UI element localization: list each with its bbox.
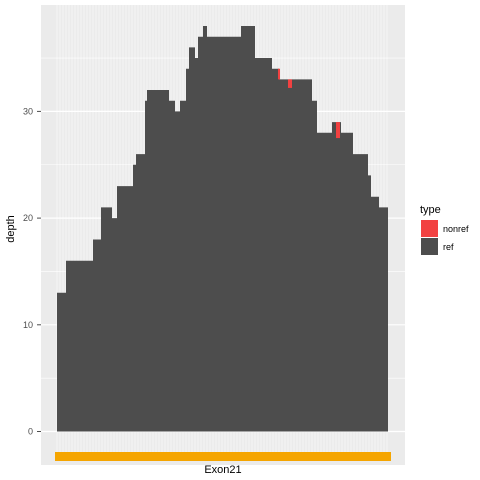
ref-area [57,26,388,432]
main-panel: 0 10 20 30 depth [5,5,405,452]
nonref-band [278,68,280,80]
nonref-band [288,79,292,88]
y-tick-label: 20 [23,213,33,223]
track-panel: Exon21 [41,452,405,476]
legend-label-ref: ref [443,242,454,252]
nonref-band [336,122,340,139]
y-tick-label: 10 [23,320,33,330]
exon-track-bar [55,452,391,461]
y-axis-title: depth [5,215,17,243]
legend: type nonref ref [420,204,469,255]
y-tick-label: 30 [23,106,33,116]
legend-label-nonref: nonref [443,224,469,234]
legend-key-ref [421,238,438,255]
coverage-areas [57,26,388,432]
y-tick-label: 0 [28,427,33,437]
legend-title: type [420,204,441,216]
y-axis-ticks: 0 10 20 30 [23,106,41,437]
legend-key-nonref [421,220,438,237]
track-label: Exon21 [204,464,241,476]
